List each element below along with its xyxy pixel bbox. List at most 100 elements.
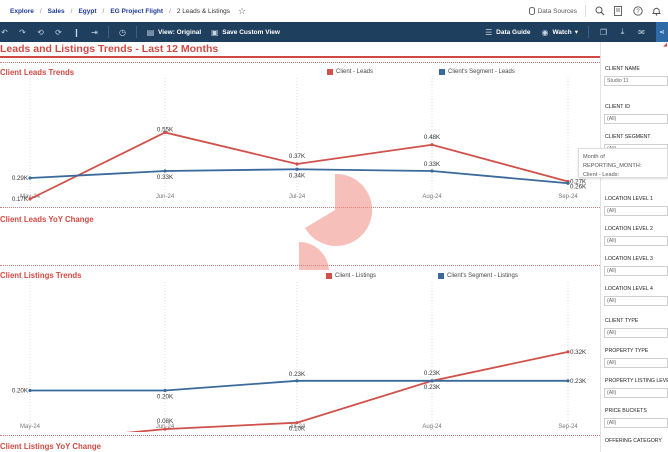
data-point[interactable] <box>295 421 299 425</box>
filter-dropdown[interactable]: (All) <box>604 266 668 276</box>
legend-segment-listings[interactable]: Client's Segment - Listings <box>438 273 518 279</box>
data-label: 0.20K <box>157 393 174 400</box>
series-line[interactable] <box>30 350 569 432</box>
x-tick-label: Sep-24 <box>558 194 578 200</box>
data-point[interactable] <box>566 350 570 354</box>
view-original-label: View: Original <box>158 28 202 36</box>
legend-client-listings[interactable]: Client - Listings <box>326 273 376 279</box>
save-icon: ▣ <box>210 27 219 37</box>
breadcrumb-current: 2 Leads & Listings <box>176 7 231 15</box>
legend-label: Client - Listings <box>335 273 377 279</box>
data-label: 0.26K <box>570 183 587 190</box>
notification-bell-icon[interactable] <box>651 6 662 17</box>
data-point[interactable] <box>430 169 434 173</box>
watch-label: Watch <box>552 28 572 36</box>
undo-icon[interactable]: ↶ <box>1 27 8 37</box>
view-original-button[interactable]: ▤ View: Original <box>146 28 202 37</box>
data-label: 0.23K <box>424 384 441 391</box>
filter-dropdown[interactable]: (All) <box>604 114 668 124</box>
data-point[interactable] <box>430 379 434 383</box>
filter-dropdown[interactable]: (All) <box>604 418 668 428</box>
watch-button[interactable]: ◉ Watch ▾ <box>540 28 578 37</box>
clock-icon[interactable]: ◷ <box>119 27 126 37</box>
data-point[interactable] <box>163 169 167 173</box>
svg-text:?: ? <box>636 9 640 15</box>
legend-swatch <box>439 69 445 75</box>
data-point[interactable] <box>295 379 299 383</box>
data-sources-button[interactable]: Data Sources <box>528 7 577 15</box>
refresh-icon[interactable]: ⟳ <box>55 27 62 37</box>
redo-icon[interactable]: ↷ <box>19 27 26 37</box>
data-label: 0.32K <box>570 349 587 356</box>
breadcrumb-explore[interactable]: Explore <box>10 7 34 15</box>
data-point[interactable] <box>430 143 434 147</box>
filter-dropdown[interactable]: (All) <box>604 328 668 338</box>
dashboard-canvas: Leads and Listings Trends - Last 12 Mont… <box>0 42 600 452</box>
filter-label: LOCATION LEVEL 1 <box>605 196 653 202</box>
tooltip-line-value: Client - Leads: <box>583 172 620 178</box>
legend-client-leads[interactable]: Client - Leads <box>327 69 373 75</box>
filter-dropdown[interactable]: (All) <box>604 206 668 216</box>
pause-icon[interactable]: ❙ <box>73 27 80 37</box>
x-tick-label: May-24 <box>20 424 41 430</box>
duplicate-icon[interactable]: ❐ <box>599 27 608 37</box>
search-icon[interactable] <box>594 6 605 17</box>
filter-label: LOCATION LEVEL 2 <box>605 226 653 232</box>
data-label: 0.29K <box>12 175 29 182</box>
filter-dropdown[interactable]: (All) <box>604 358 668 368</box>
data-guide-button[interactable]: ☰ Data Guide <box>484 28 530 37</box>
data-point[interactable] <box>28 176 32 180</box>
comment-icon[interactable]: ✉ <box>638 27 645 37</box>
data-label: 0.34K <box>289 172 306 179</box>
revert-icon[interactable]: ⟲ <box>37 27 44 37</box>
leads-trend-panel <box>0 62 600 207</box>
help-icon[interactable]: ? <box>632 6 643 17</box>
data-point[interactable] <box>295 167 299 171</box>
legend-swatch <box>326 273 332 279</box>
data-point[interactable] <box>28 197 32 201</box>
data-point[interactable] <box>28 388 32 393</box>
legend-segment-leads[interactable]: Client's Segment - Leads <box>439 69 515 75</box>
series-line[interactable] <box>29 131 569 200</box>
save-custom-view-button[interactable]: ▣ Save Custom View <box>210 28 280 37</box>
filter-label: OFFERING CATEGORY <box>605 438 662 444</box>
top-bar: Explore / Sales / Egypt / EG Project Fli… <box>0 0 668 22</box>
share-link-icon[interactable]: ⋖ <box>656 22 668 42</box>
favorite-star-icon[interactable]: ☆ <box>238 5 247 16</box>
data-point[interactable] <box>566 379 570 383</box>
download-icon[interactable]: ⤓ <box>620 27 625 36</box>
filter-label: LOCATION LEVEL 3 <box>605 256 653 262</box>
data-point[interactable] <box>163 388 167 393</box>
view-toolbar: ↶ ↷ ⟲ ⟳ ❙ ⇥ ◷ ▤ View: Original ▣ Save Cu… <box>0 22 668 42</box>
filter-dropdown[interactable]: (All) <box>604 236 668 246</box>
data-guide-label: Data Guide <box>496 28 531 36</box>
filter-label: LOCATION LEVEL 4 <box>605 286 653 292</box>
share-icon[interactable]: ⇥ <box>91 27 98 37</box>
legend-label: Client's Segment - Leads <box>448 69 515 75</box>
data-label: 0.55K <box>157 127 174 134</box>
filter-dropdown[interactable]: Studio 11 <box>604 76 668 86</box>
data-label: 0.08K <box>157 418 174 425</box>
x-tick-label: Jul-24 <box>289 194 306 200</box>
breadcrumb-sales[interactable]: Sales <box>47 7 65 15</box>
data-point[interactable] <box>295 162 299 166</box>
edit-document-icon[interactable] <box>613 6 624 17</box>
series-line[interactable] <box>30 379 568 392</box>
breadcrumb-separator: / <box>102 7 105 15</box>
dashboard-title: Leads and Listings Trends - Last 12 Mont… <box>0 43 219 55</box>
tooltip-line-month: Month of REPORTING_MONTH: <box>583 154 642 169</box>
data-label: 0.17K <box>12 196 29 203</box>
data-point[interactable] <box>566 181 570 185</box>
filter-dropdown[interactable]: (All) <box>604 388 668 398</box>
breadcrumb-project[interactable]: EG Project Flight <box>110 7 164 15</box>
data-label: 0.23K <box>289 371 306 378</box>
x-tick-label: Aug-24 <box>422 194 442 200</box>
data-point[interactable] <box>163 427 167 431</box>
pin-icon[interactable]: ◢ <box>663 42 667 48</box>
x-tick-label: Sep-24 <box>558 424 578 430</box>
filter-dropdown[interactable]: (All) <box>604 296 668 306</box>
breadcrumb-egypt[interactable]: Egypt <box>78 7 97 15</box>
data-label: 0.20K <box>12 387 29 394</box>
data-point[interactable] <box>163 130 167 135</box>
data-label: 0.33K <box>424 161 441 168</box>
